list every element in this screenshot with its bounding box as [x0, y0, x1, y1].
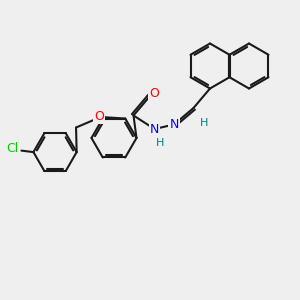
Text: H: H: [200, 118, 208, 128]
Text: Cl: Cl: [6, 142, 19, 155]
Text: N: N: [169, 118, 179, 131]
Text: N: N: [150, 122, 159, 136]
Text: O: O: [94, 110, 104, 123]
Text: H: H: [156, 137, 165, 148]
Text: O: O: [150, 86, 159, 100]
